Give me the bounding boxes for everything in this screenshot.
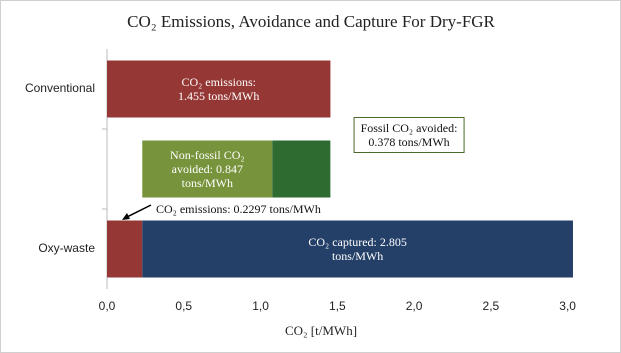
bar <box>142 220 573 278</box>
value-label: Non-fossil CO₂ avoided: 0.847 tons/MWh <box>170 148 245 190</box>
y-tick-label: Conventional <box>25 81 95 95</box>
x-tick-label: 0,5 <box>175 299 192 313</box>
x-tick-label: 0,0 <box>99 299 116 313</box>
value-label: CO₂ captured: 2.805 tons/MWh <box>308 235 407 263</box>
bar <box>142 140 273 198</box>
bar <box>107 220 143 278</box>
value-label: CO₂ emissions: 0.2297 tons/MWh <box>156 201 321 216</box>
x-tick-label: 2,0 <box>406 299 423 313</box>
value-label: Fossil CO₂ avoided: 0.378 tons/MWh <box>353 116 465 153</box>
callout-arrow <box>124 204 152 219</box>
bar <box>272 140 331 198</box>
x-tick-label: 3,0 <box>559 299 576 313</box>
y-tick-label: Oxy-waste <box>38 241 95 255</box>
x-axis-label: CO₂ [t/MWh] <box>285 323 357 338</box>
arrow-head <box>122 213 130 220</box>
bar <box>107 60 331 118</box>
x-tick-label: 1,5 <box>329 299 346 313</box>
x-tick-label: 1,0 <box>252 299 269 313</box>
x-tick-label: 2,5 <box>483 299 500 313</box>
chart-title: CO₂ Emissions, Avoidance and Capture For… <box>127 12 495 31</box>
value-label: CO₂ emissions: 1.455 tons/MWh <box>178 75 260 103</box>
